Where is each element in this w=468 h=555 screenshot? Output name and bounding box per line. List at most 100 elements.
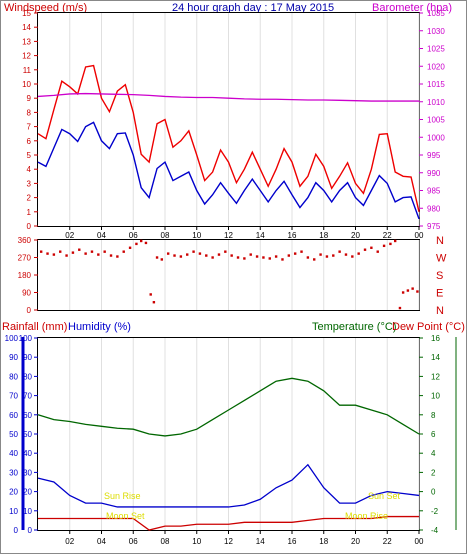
- wind-tick-label: 14: [22, 23, 31, 32]
- temperature-tick-label: 2: [431, 468, 436, 477]
- humidity-tick-label-outer: 60: [9, 411, 18, 420]
- direction-point: [306, 256, 310, 259]
- wind-tick-label: 1: [27, 208, 32, 217]
- direction-point: [243, 257, 246, 260]
- direction-point: [39, 250, 43, 253]
- direction-point: [149, 293, 152, 296]
- sunrise-label: Sun Rise: [104, 491, 141, 501]
- direction-point: [160, 258, 164, 261]
- barometer-tick-label: 1000: [427, 133, 445, 142]
- temperature-panel-grid: [69, 338, 420, 530]
- humidity-tick-label-outer: 30: [9, 468, 18, 477]
- barometer-tick-label: 1015: [427, 80, 445, 89]
- barometer-tick-label: 1035: [427, 9, 445, 18]
- x-tick-label: 14: [256, 231, 265, 240]
- direction-point: [382, 244, 386, 248]
- temperature-tick-label: 6: [431, 430, 436, 439]
- direction-point: [351, 255, 354, 258]
- x-tick-label: 04: [97, 537, 106, 546]
- humidity-tick-label-outer: 70: [9, 392, 18, 401]
- temperature-tick-label: 16: [431, 334, 440, 343]
- humidity-tick-label: 50: [23, 430, 32, 439]
- direction-point: [313, 258, 316, 261]
- direction-point: [192, 250, 195, 253]
- direction-point: [255, 255, 259, 258]
- x-tick-label: 02: [65, 231, 74, 240]
- humidity-tick-label: 0: [28, 526, 33, 535]
- chart-title: 24 hour graph day : 17 May 2015: [172, 2, 334, 14]
- compass-label: N: [436, 235, 444, 247]
- x-tick-label: 00: [415, 537, 424, 546]
- temperature-tick-label: 12: [431, 372, 440, 381]
- humidity-tick-label: 80: [23, 372, 32, 381]
- humidity-tick-label-outer: 100: [5, 334, 19, 343]
- humidity-tick-label: 90: [23, 353, 32, 362]
- series-barometer: [37, 92, 419, 102]
- wind-tick-label: 7: [27, 123, 32, 132]
- wind-tick-label: 15: [22, 9, 31, 18]
- direction-point: [211, 256, 214, 259]
- temperature-tick-label: -4: [431, 526, 439, 535]
- x-tick-label: 06: [129, 537, 138, 546]
- direction-point: [139, 239, 143, 243]
- x-tick-label: 22: [383, 231, 392, 240]
- direction-tick-label: 270: [18, 254, 32, 263]
- direction-point: [230, 254, 233, 257]
- direction-point: [128, 246, 132, 249]
- wind-tick-label: 11: [23, 66, 32, 75]
- direction-point: [122, 250, 125, 253]
- barometer-label: Barometer (hpa): [372, 2, 452, 14]
- x-tick-label: 20: [351, 231, 360, 240]
- direction-tick-label: 0: [27, 306, 32, 315]
- direction-point: [338, 250, 341, 253]
- moonset-label: Moon Set: [106, 511, 145, 521]
- x-tick-label: 08: [161, 537, 170, 546]
- direction-point: [393, 239, 397, 243]
- wind-tick-label: 9: [27, 94, 32, 103]
- barometer-y-axis: 975 980 985 990 995 1000 1005 1010 1015 1020 1025 1…: [419, 9, 445, 231]
- barometer-tick-label: 975: [427, 222, 441, 231]
- direction-point: [224, 250, 227, 253]
- x-tick-label: 12: [224, 537, 233, 546]
- direction-point: [90, 250, 94, 253]
- wind-series: [37, 64, 420, 220]
- humidity-tick-label-outer: 40: [9, 449, 18, 458]
- direction-point: [406, 289, 410, 292]
- direction-point: [281, 258, 284, 261]
- humidity-tick-label-outer: 80: [9, 372, 18, 381]
- barometer-tick-label: 990: [427, 169, 441, 178]
- humidity-tick-label-outer: 10: [9, 507, 18, 516]
- compass-label: N: [436, 305, 444, 317]
- wind-tick-label: 6: [27, 137, 32, 146]
- humidity-tick-label-outer: 20: [9, 488, 18, 497]
- direction-point: [293, 252, 297, 255]
- direction-point: [236, 256, 240, 259]
- series-humidity: [37, 463, 420, 508]
- direction-point: [401, 291, 405, 294]
- humidity-tick-label: 70: [23, 392, 32, 401]
- barometer-tick-label: 1030: [427, 27, 445, 36]
- temperature-series: [37, 377, 420, 531]
- direction-point: [78, 248, 81, 251]
- direction-point: [217, 253, 221, 256]
- humidity-tick-label: 60: [23, 411, 32, 420]
- direction-point: [363, 248, 367, 251]
- direction-point: [109, 254, 113, 257]
- temperature-tick-label: 4: [431, 449, 436, 458]
- x-tick-label: 16: [288, 231, 297, 240]
- direction-point: [198, 252, 202, 255]
- direction-point: [71, 251, 75, 254]
- wind-tick-label: 10: [22, 80, 31, 89]
- moonrise-label: Moon Rise: [345, 511, 388, 521]
- direction-point: [411, 287, 414, 290]
- humidity-tick-label-outer: 90: [9, 353, 18, 362]
- direction-point: [389, 242, 392, 246]
- x-tick-label: 10: [192, 537, 201, 546]
- direction-point: [155, 256, 159, 259]
- direction-point: [416, 290, 419, 293]
- x-tick-label: 20: [351, 537, 360, 546]
- direction-tick-label: 360: [18, 236, 32, 245]
- x-tick-label: 10: [192, 231, 201, 240]
- compass-label: S: [436, 270, 443, 282]
